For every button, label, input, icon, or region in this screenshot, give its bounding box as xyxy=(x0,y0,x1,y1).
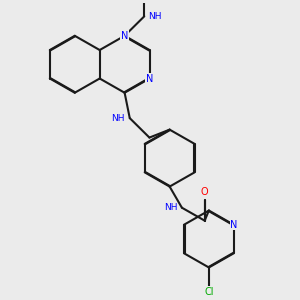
Text: NH: NH xyxy=(148,12,162,21)
Text: N: N xyxy=(230,220,238,230)
Text: N: N xyxy=(121,31,128,41)
Text: O: O xyxy=(201,187,208,196)
Text: N: N xyxy=(146,74,153,83)
Text: NH: NH xyxy=(111,114,125,123)
Text: Cl: Cl xyxy=(204,287,214,297)
Text: NH: NH xyxy=(164,203,178,212)
